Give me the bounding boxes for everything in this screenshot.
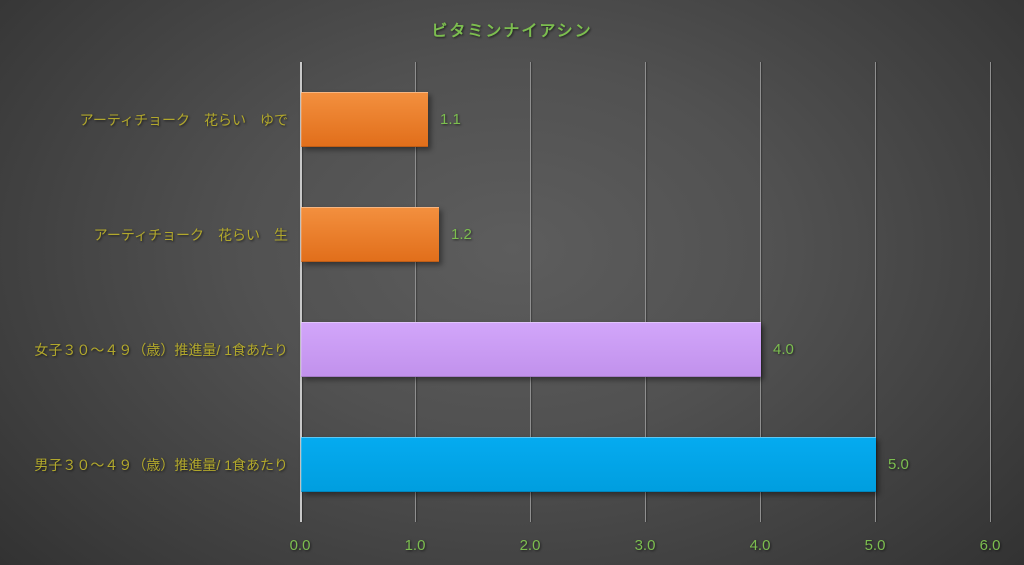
gridline xyxy=(990,62,991,522)
category-label: アーティチョーク 花らい ゆで xyxy=(79,112,288,128)
gridline xyxy=(645,62,646,522)
category-label: アーティチョーク 花らい 生 xyxy=(93,227,288,243)
bar-1[interactable] xyxy=(301,207,439,262)
plot-area: 1.1 1.2 4.0 5.0 xyxy=(300,62,991,522)
gridline xyxy=(415,62,416,522)
x-tick-label: 3.0 xyxy=(634,537,656,554)
bar-2[interactable] xyxy=(301,322,761,377)
data-label: 4.0 xyxy=(773,341,794,358)
bar-3[interactable] xyxy=(301,437,876,492)
y-axis-line xyxy=(300,62,302,522)
x-tick-label: 2.0 xyxy=(519,537,541,554)
data-label: 1.1 xyxy=(440,111,461,128)
chart-title: ビタミンナイアシン xyxy=(431,23,593,40)
gridline xyxy=(530,62,531,522)
gridline xyxy=(875,62,876,522)
data-label: 1.2 xyxy=(451,226,472,243)
x-tick-label: 0.0 xyxy=(289,537,311,554)
bar-0[interactable] xyxy=(301,92,428,147)
category-label: 女子３０～４９（歳）推進量/ 1食あたり xyxy=(34,342,288,358)
x-tick-label: 5.0 xyxy=(864,537,886,554)
x-tick-label: 4.0 xyxy=(749,537,771,554)
category-label: 男子３０～４９（歳）推進量/ 1食あたり xyxy=(34,457,288,473)
x-tick-label: 1.0 xyxy=(404,537,426,554)
data-label: 5.0 xyxy=(888,456,909,473)
x-tick-label: 6.0 xyxy=(979,537,1001,554)
gridline xyxy=(760,62,761,522)
